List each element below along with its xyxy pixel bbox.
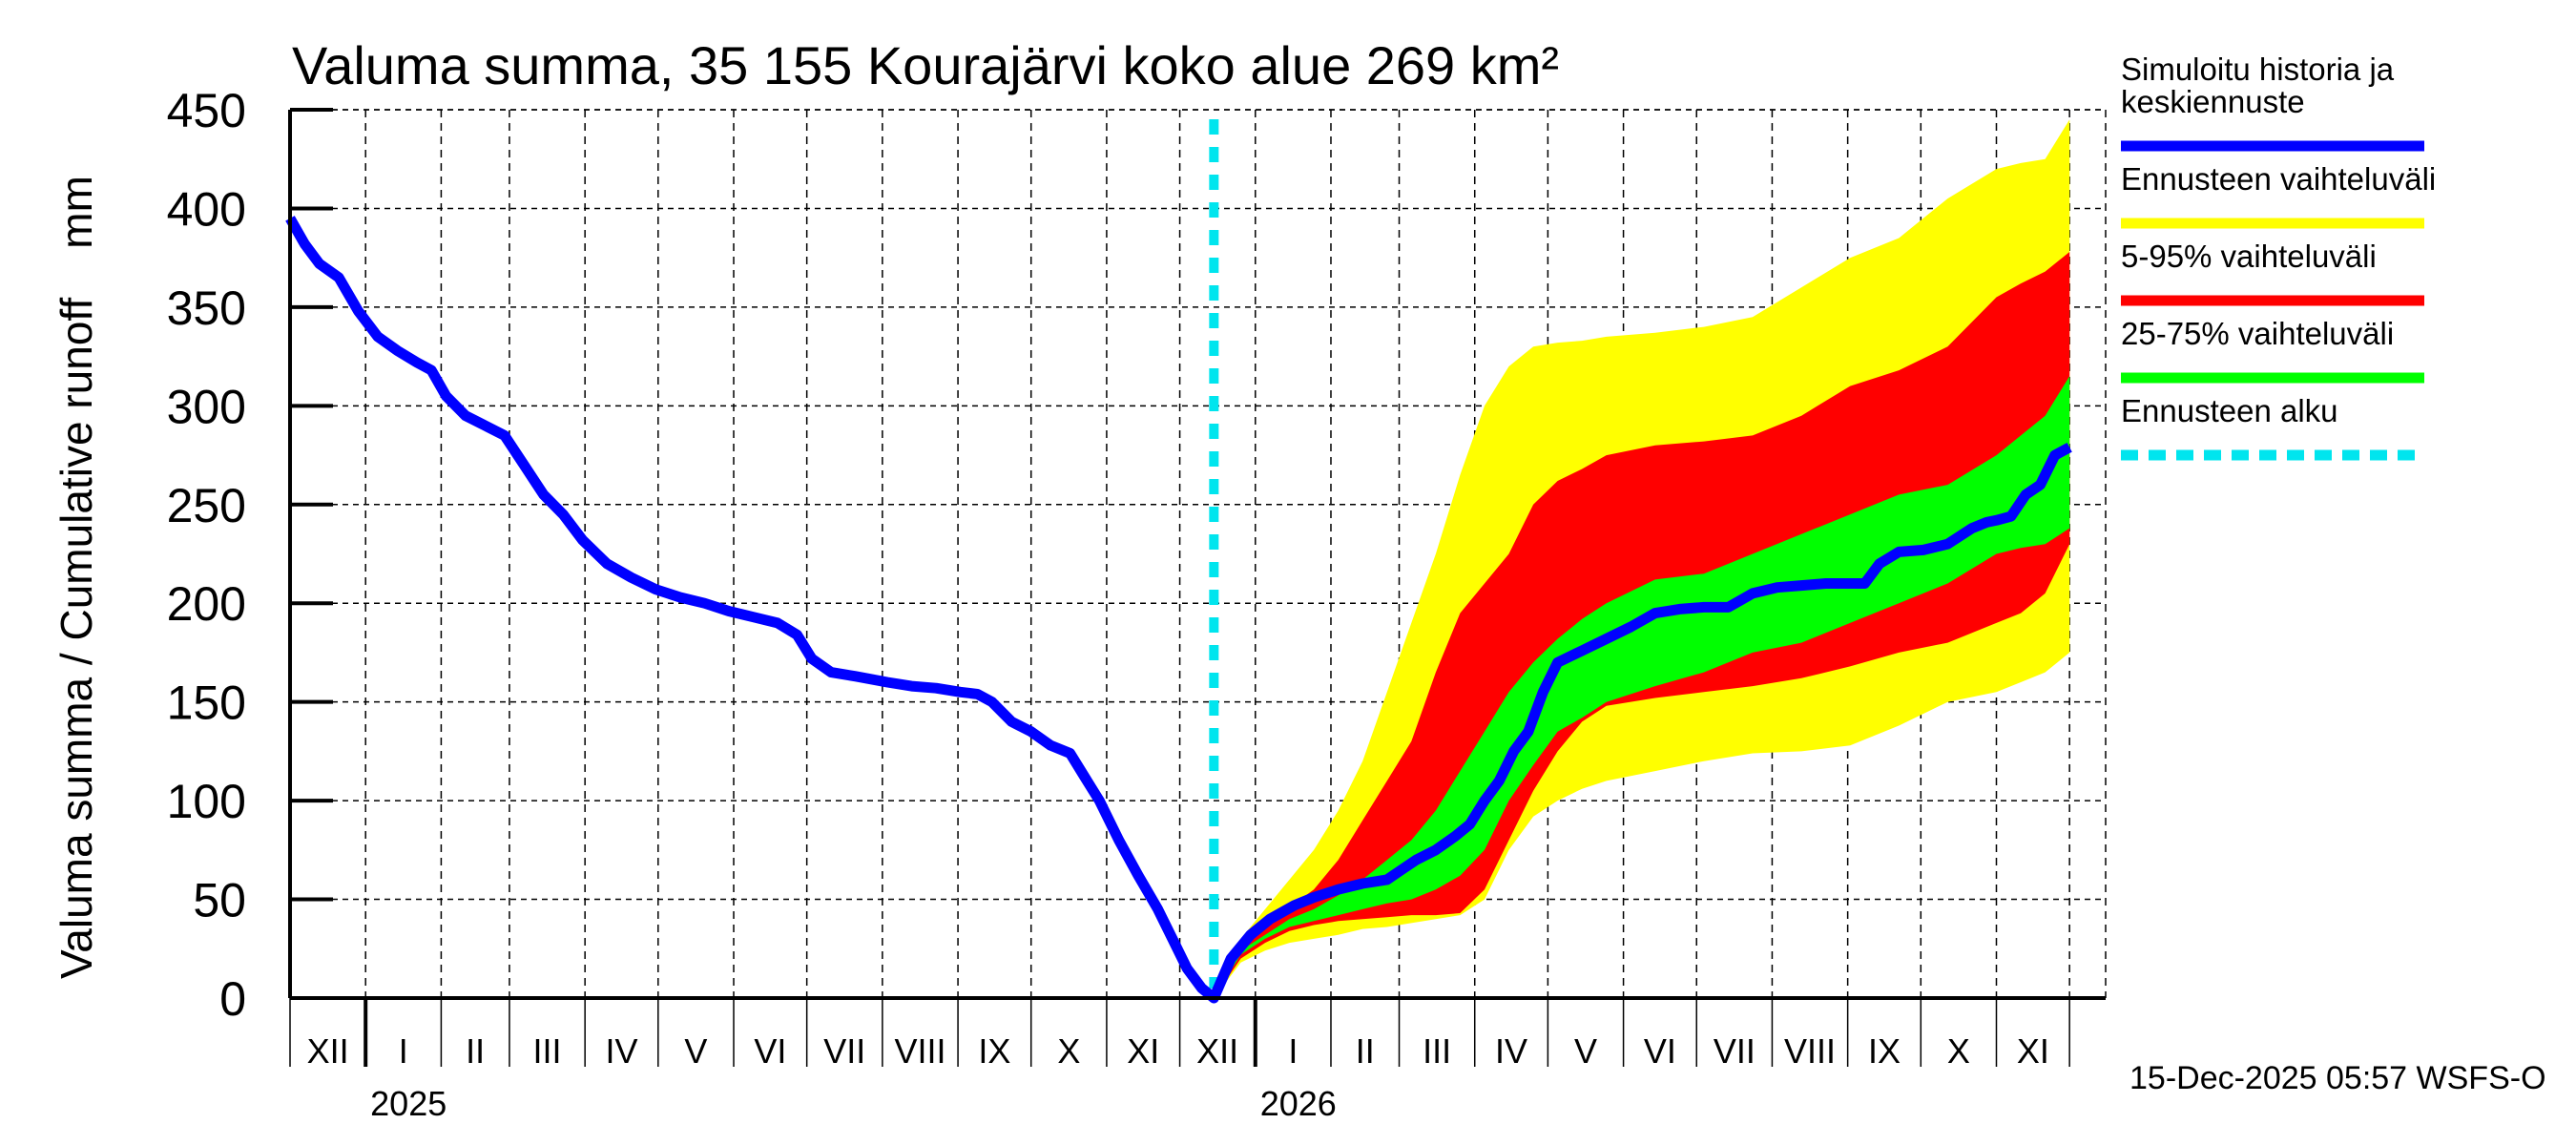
x-month-label: IX [1868, 1031, 1901, 1071]
timestamp-footer: 15-Dec-2025 05:57 WSFS-O [2129, 1060, 2546, 1096]
legend-label: Ennusteen alku [2121, 393, 2338, 428]
legend-label: Simuloitu historia ja [2121, 52, 2395, 87]
y-tick-label: 450 [167, 84, 246, 137]
x-year-label: 2025 [370, 1084, 447, 1123]
x-month-label: IV [1495, 1031, 1527, 1071]
forecast-bands [1214, 119, 2070, 999]
x-month-label: XII [307, 1031, 349, 1071]
x-month-label: X [1947, 1031, 1970, 1071]
x-month-label: III [533, 1031, 562, 1071]
x-month-label: V [684, 1031, 707, 1071]
x-month-label: VII [823, 1031, 865, 1071]
x-month-label: VI [1644, 1031, 1676, 1071]
legend-label: 25-75% vaihteluväli [2121, 316, 2394, 351]
band-25-75-vaihteluv-li [1214, 376, 2070, 998]
x-year-label: 2026 [1260, 1084, 1337, 1123]
y-tick-label: 200 [167, 577, 246, 631]
y-tick-label: 250 [167, 479, 246, 532]
x-month-label: VII [1714, 1031, 1755, 1071]
x-month-label: XI [1127, 1031, 1159, 1071]
y-tick-label: 400 [167, 182, 246, 236]
y-tick-label: 300 [167, 380, 246, 433]
series-simulated-history-line [285, 216, 2072, 1004]
x-month-label: I [399, 1031, 408, 1071]
series-lines [285, 119, 2072, 1004]
x-month-label: III [1423, 1031, 1451, 1071]
legend-label: 5-95% vaihteluväli [2121, 239, 2377, 274]
legend-label: keskiennuste [2121, 84, 2305, 119]
x-month-label: VIII [894, 1031, 945, 1071]
y-tick-label: 50 [193, 874, 246, 927]
y-tick-label: 350 [167, 281, 246, 335]
chart-title: Valuma summa, 35 155 Kourajärvi koko alu… [292, 35, 1559, 95]
legend-label: Ennusteen vaihteluväli [2121, 161, 2436, 197]
x-month-label: XII [1196, 1031, 1238, 1071]
x-month-label: I [1288, 1031, 1298, 1071]
y-axis-label: Valuma summa / Cumulative runoff mm [52, 176, 101, 979]
y-tick-label: 150 [167, 677, 246, 730]
x-month-label: II [1356, 1031, 1375, 1071]
x-month-label: X [1057, 1031, 1080, 1071]
x-month-label: IV [605, 1031, 637, 1071]
x-month-label: XI [2017, 1031, 2049, 1071]
x-month-label: IX [978, 1031, 1010, 1071]
x-month-label: VIII [1784, 1031, 1836, 1071]
x-month-label: VI [754, 1031, 786, 1071]
y-tick-label: 0 [219, 972, 246, 1026]
x-month-label: II [466, 1031, 485, 1071]
x-month-label: V [1574, 1031, 1597, 1071]
y-tick-label: 100 [167, 775, 246, 828]
